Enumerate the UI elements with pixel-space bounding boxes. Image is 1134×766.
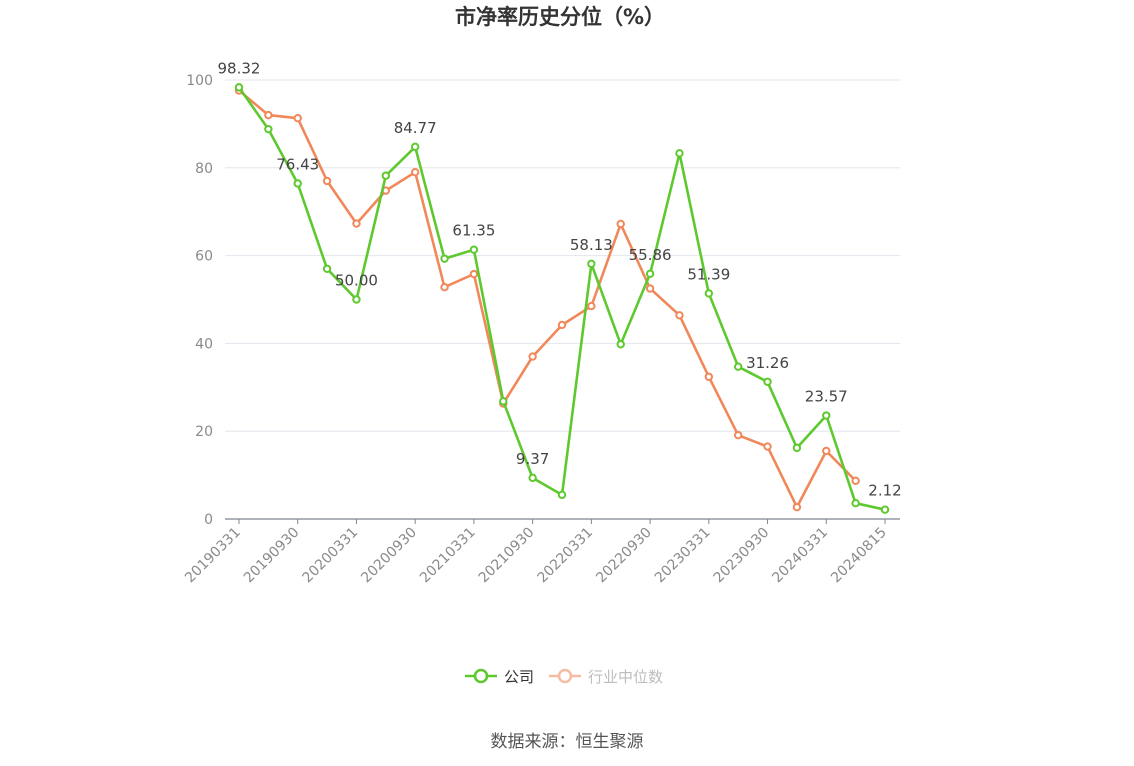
y-tick-label: 20	[195, 424, 213, 440]
data-point[interactable]	[675, 311, 684, 320]
data-point[interactable]	[616, 340, 625, 349]
data-label: 9.37	[516, 450, 549, 468]
data-labels: 98.32 76.43 50.00 84.77 61.35 9.37 58.13 55.86 5…	[218, 59, 902, 499]
data-point[interactable]	[322, 264, 332, 273]
data-point[interactable]	[528, 473, 537, 483]
x-tick-label: 20230930	[711, 525, 773, 587]
series-0	[234, 83, 890, 514]
data-point[interactable]	[322, 176, 332, 186]
data-point[interactable]	[440, 254, 449, 263]
data-point[interactable]	[851, 476, 860, 486]
data-point[interactable]	[499, 397, 508, 406]
data-point[interactable]	[352, 295, 361, 304]
data-point[interactable]	[264, 124, 273, 134]
data-point[interactable]	[675, 149, 684, 158]
series-line	[238, 89, 857, 509]
data-point[interactable]	[469, 269, 479, 279]
data-point[interactable]	[763, 442, 772, 451]
data-point[interactable]	[645, 284, 655, 293]
data-point[interactable]	[557, 490, 567, 500]
data-label: 76.43	[276, 155, 319, 173]
data-label: 55.86	[629, 246, 672, 264]
data-point[interactable]	[410, 167, 420, 177]
legend-label: 公司	[504, 668, 534, 686]
y-tick-label: 0	[204, 512, 213, 528]
x-tick-label: 20190930	[241, 525, 303, 587]
data-point[interactable]	[293, 179, 302, 188]
data-point[interactable]	[293, 113, 302, 123]
data-label: 23.57	[805, 388, 848, 406]
data-point[interactable]	[880, 505, 890, 514]
data-point[interactable]	[822, 446, 831, 456]
y-tick-label: 100	[186, 73, 213, 89]
x-tick-label: 20200930	[358, 525, 420, 587]
x-tick-label: 20200331	[300, 525, 362, 587]
legend-item-1[interactable]: 行业中位数	[549, 668, 663, 686]
x-tick-label: 20240815	[828, 525, 890, 587]
data-point[interactable]	[410, 142, 420, 152]
chart-title: 市净率历史分位（%）	[455, 5, 665, 29]
data-label: 51.39	[687, 265, 730, 283]
data-label: 58.13	[570, 236, 613, 254]
legend: 公司 行业中位数	[465, 668, 663, 686]
data-label: 31.26	[746, 354, 789, 372]
y-tick-label: 80	[195, 161, 213, 177]
data-point[interactable]	[469, 245, 479, 254]
data-label: 98.32	[218, 59, 261, 77]
data-point[interactable]	[851, 498, 860, 508]
x-tick-label: 20210930	[476, 525, 538, 587]
data-point[interactable]	[352, 219, 361, 228]
data-point[interactable]	[587, 301, 596, 311]
data-point[interactable]	[557, 320, 567, 330]
grid-lines	[225, 79, 900, 432]
data-point[interactable]	[645, 269, 655, 278]
data-point[interactable]	[440, 283, 449, 292]
data-point[interactable]	[733, 362, 743, 371]
y-tick-label: 40	[195, 336, 213, 352]
legend-item-0[interactable]: 公司	[465, 668, 534, 686]
data-point[interactable]	[792, 443, 802, 453]
data-point[interactable]	[616, 219, 625, 229]
x-tick-label: 20190331	[182, 525, 244, 587]
series-line	[237, 86, 886, 511]
data-point[interactable]	[763, 377, 772, 386]
data-point[interactable]	[234, 83, 244, 92]
axes: 0 20 40 60 80 100 2019033120190930202003312020…	[182, 73, 900, 586]
data-label: 2.12	[868, 482, 901, 500]
data-point[interactable]	[792, 502, 802, 512]
legend-label: 行业中位数	[588, 668, 663, 686]
series-1	[234, 86, 860, 512]
data-point[interactable]	[822, 411, 831, 420]
legend-marker-icon	[473, 668, 489, 684]
data-label: 84.77	[394, 119, 437, 137]
data-point[interactable]	[528, 352, 537, 361]
data-label: 50.00	[335, 272, 378, 290]
data-point[interactable]	[264, 110, 273, 120]
x-tick-label: 20210331	[417, 525, 479, 587]
x-tick-label: 20240331	[769, 525, 831, 587]
data-point[interactable]	[587, 259, 596, 269]
x-tick-label: 20220930	[593, 525, 655, 587]
x-tick-label: 20230331	[652, 525, 714, 587]
legend-marker-icon	[557, 668, 573, 684]
y-tick-label: 60	[195, 249, 213, 265]
x-tick-label: 20220331	[534, 525, 596, 587]
data-point[interactable]	[733, 430, 743, 440]
series-layer	[234, 83, 890, 514]
data-point[interactable]	[704, 372, 714, 381]
data-point[interactable]	[704, 289, 714, 298]
data-point[interactable]	[381, 171, 391, 180]
data-label: 61.35	[452, 222, 495, 240]
source-note: 数据来源：恒生聚源	[491, 732, 644, 752]
